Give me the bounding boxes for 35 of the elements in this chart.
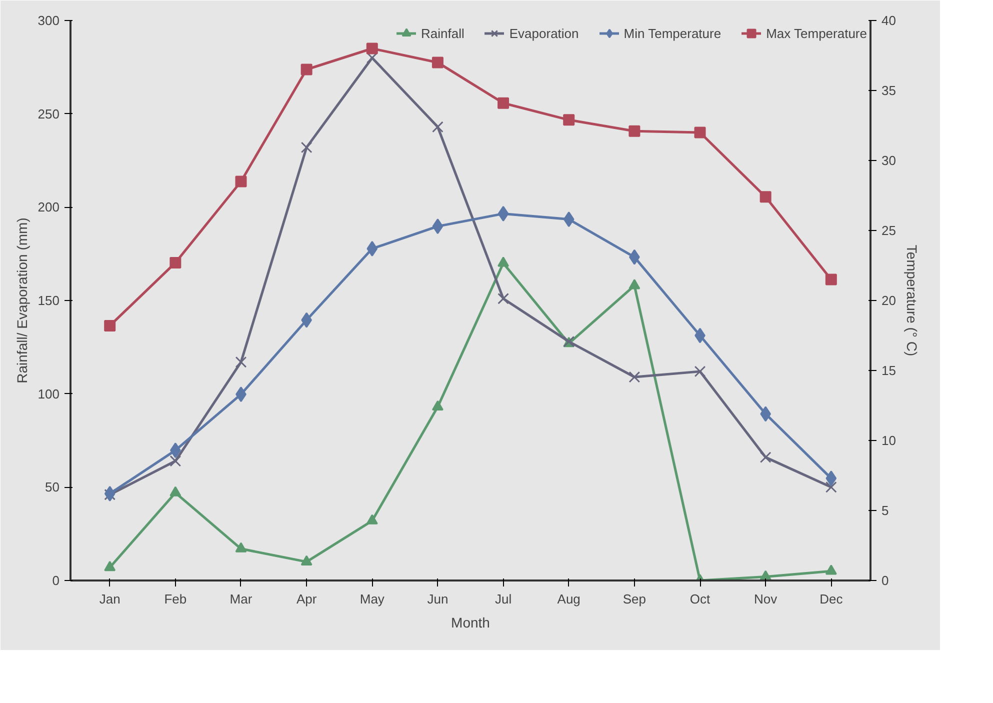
y2-tick-label: 10 xyxy=(882,433,896,448)
y2-tick-label: 25 xyxy=(882,223,896,238)
x-tick-label: Mar xyxy=(230,592,253,606)
x-tick-label: Apr xyxy=(296,592,318,606)
y2-tick-label: 0 xyxy=(882,573,889,588)
x-tick-label: May xyxy=(360,592,385,606)
x-tick-label: Jul xyxy=(494,592,512,606)
y2-tick-label: 15 xyxy=(882,363,896,378)
y2-tick-label: 35 xyxy=(882,83,896,98)
x-tick-label: Sep xyxy=(622,592,646,606)
y2-tick-label: 30 xyxy=(882,153,896,168)
x-tick-label: Jun xyxy=(427,592,448,606)
x-tick-label: Oct xyxy=(690,592,711,606)
legend-label: Evaporation xyxy=(509,26,579,40)
y-axis-title: Rainfall/ Evaporation (mm) xyxy=(14,218,30,384)
y-tick-label: 100 xyxy=(38,386,60,402)
x-axis-title: Month xyxy=(451,614,490,630)
y-tick-label: 150 xyxy=(38,293,60,308)
legend-label: Max Temperature xyxy=(766,26,867,40)
y2-tick-label: 20 xyxy=(882,293,896,308)
y-tick-label: 300 xyxy=(38,13,60,28)
x-tick-label: Feb xyxy=(164,592,187,606)
legend-label: Min Temperature xyxy=(624,26,722,40)
y-tick-label: 0 xyxy=(52,573,60,588)
y-tick-label: 250 xyxy=(38,106,60,122)
y-tick-label: 200 xyxy=(38,200,60,215)
x-tick-label: Nov xyxy=(754,592,778,606)
x-tick-label: Jan xyxy=(99,592,120,606)
y2-tick-label: 5 xyxy=(882,503,889,518)
y2-axis-title: Temperature (° C) xyxy=(904,244,920,356)
y-tick-label: 50 xyxy=(45,480,60,495)
legend-label: Rainfall xyxy=(421,26,464,40)
y2-tick-label: 40 xyxy=(882,13,896,28)
x-tick-label: Aug xyxy=(557,592,580,606)
x-tick-label: Dec xyxy=(820,592,844,606)
